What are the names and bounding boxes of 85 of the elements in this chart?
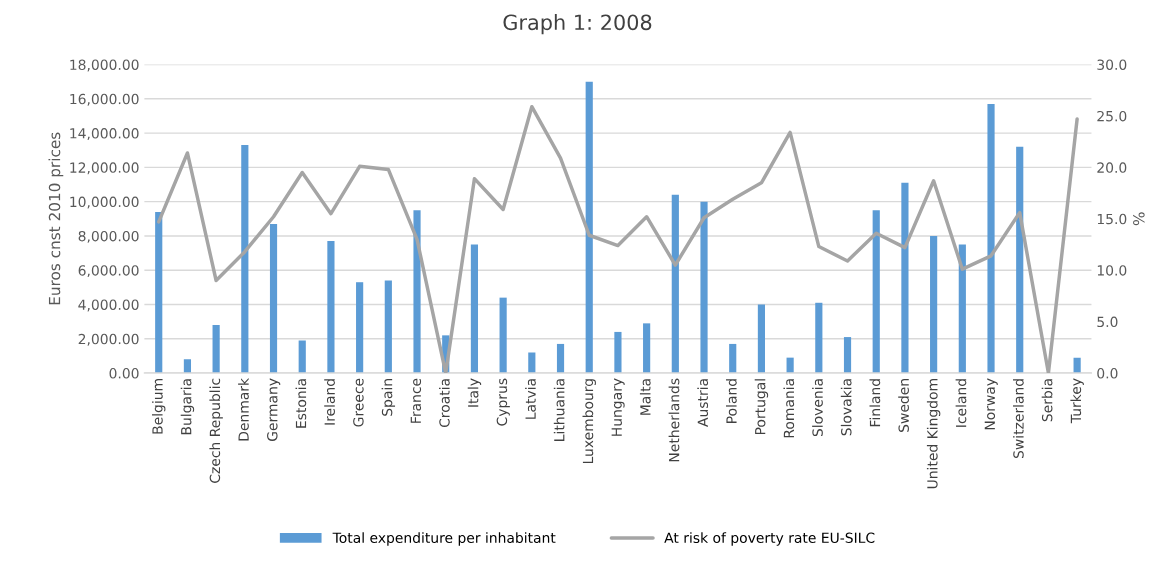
bar [987,103,995,374]
x-tick-label: Iceland [955,379,967,427]
x-tick-label: Malta [639,379,651,415]
x-tick-label: Sweden [898,379,909,432]
x-tick-label: Greece [353,378,364,427]
x-tick-label: Latvia [525,379,536,419]
x-tick-label: Norway [984,378,998,430]
bar [269,223,278,374]
y2-tick-label: 0.0 [1097,368,1118,379]
bar [1016,146,1024,374]
y2-tick-label: 10.0 [1097,265,1127,276]
x-tick-label: Austria [697,379,709,427]
x-tick-label: Croatia [439,379,450,428]
x-tick-label: Poland [726,379,737,423]
y-tick-label: 16,000.00 [70,93,139,106]
chart-title: Graph 1: 2008 [503,14,652,35]
bar [815,302,823,374]
legend-label: Total expenditure per inhabitant [332,532,556,546]
x-tick-label: Finland [869,379,881,427]
x-tick-label: Lithuania [553,379,565,441]
bar [901,182,909,374]
x-tick-label: Cyprus [496,378,510,426]
bar [930,235,938,374]
x-tick-label: Spain [381,379,396,416]
bar [155,211,163,374]
y2-tick-label: 30.0 [1097,59,1127,70]
x-tick-label: Bulgaria [180,379,195,435]
x-tick-label: Hungary [611,378,625,436]
y-tick-label: 10,000.00 [70,196,139,209]
bar [556,343,565,374]
bar [183,359,192,374]
bar [298,340,306,374]
x-tick-label: Belgium [152,379,166,434]
x-tick-label: Switzerland [1013,379,1024,459]
x-tick-label: Estonia [295,379,307,428]
y2-tick-label: 25.0 [1097,110,1127,122]
bar [528,352,536,374]
x-tick-label: Luxembourg [582,379,596,464]
bar [872,210,880,374]
bar [757,304,766,374]
x-tick-label: Ireland [324,379,335,425]
x-tick-label: France [410,378,422,423]
bar [241,145,249,374]
y-tick-label: 0.00 [109,368,139,379]
x-tick-label: Germany [267,378,281,441]
x-tick-label: Netherlands [668,378,680,462]
bar [958,244,966,374]
bar [499,297,507,374]
bar [470,244,479,374]
y2-tick-label: 20.0 [1097,162,1127,173]
bar [327,241,335,374]
x-tick-label: Slovakia [840,379,852,436]
x-tick-label: Denmark [238,377,249,441]
legend-label: At risk of poverty rate EU-SILC [664,532,875,546]
y2-axis-title: % [1133,212,1145,226]
y-tick-label: 6,000.00 [78,265,139,278]
y2-tick-label: 15.0 [1097,213,1127,225]
x-tick-label: Portugal [754,379,769,435]
y-tick-label: 14,000.00 [70,128,139,140]
y-tick-label: 18,000.00 [70,59,139,72]
bar [413,210,421,374]
bar [729,343,737,374]
bar [356,282,364,374]
bar [700,201,708,374]
y-tick-label: 4,000.00 [78,299,139,312]
x-tick-label: Italy [467,378,482,407]
x-tick-label: Turkey [1070,378,1084,424]
bar [614,331,622,374]
x-tick-label: Serbia [1041,379,1053,422]
y-tick-label: 8,000.00 [78,230,139,243]
bar [585,81,593,374]
y-tick-label: 2,000.00 [78,333,139,346]
bar [643,323,651,374]
bar [212,325,220,374]
bar [671,194,679,374]
line-series [156,104,1079,374]
x-tick-label: Slovenia [812,379,823,437]
y2-tick-label: 5.0 [1097,316,1118,328]
y-axis-title: Euros cnst 2010 prices [48,132,64,305]
y-tick-label: 12,000.00 [70,162,139,175]
x-tick-label: Czech Republic [209,378,223,483]
x-tick-label: United Kingdom [926,379,941,489]
x-tick-label: Romania [783,379,795,438]
bar [843,337,852,374]
bar [384,280,392,374]
